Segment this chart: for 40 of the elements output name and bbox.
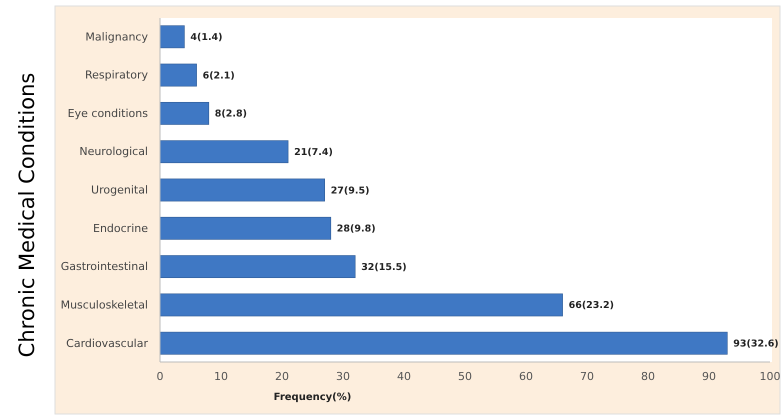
x-tick-label: 100 <box>760 370 780 383</box>
bar <box>160 332 728 355</box>
x-tick-label: 80 <box>641 370 655 383</box>
x-tick-label: 50 <box>458 370 472 383</box>
y-tick-label: Neurological <box>79 145 148 158</box>
data-label: 28(9.8) <box>336 224 376 235</box>
x-tick-label: 60 <box>519 370 533 383</box>
bar <box>160 140 288 164</box>
x-tick-label: 70 <box>580 370 594 383</box>
bar <box>160 294 563 316</box>
bar <box>160 25 185 48</box>
x-tick-label: 20 <box>275 370 289 383</box>
y-tick-label: Gastrointestinal <box>60 260 148 274</box>
x-axis-title: Frequency(%) <box>274 392 352 403</box>
y-axis-title: Chronic Medical Conditions <box>15 72 39 358</box>
y-tick-label: Cardiovascular <box>66 336 148 350</box>
bar <box>160 102 210 125</box>
bar <box>160 64 197 86</box>
x-tick-label: 30 <box>336 370 350 383</box>
data-label: 6(2.1) <box>202 70 235 82</box>
x-tick-label: 40 <box>397 370 411 383</box>
y-tick-label: Urogenital <box>91 184 148 197</box>
data-label: 27(9.5) <box>330 185 370 196</box>
y-tick-label: Malignancy <box>85 30 148 44</box>
bar <box>160 178 325 202</box>
y-tick-label: Respiratory <box>84 68 148 82</box>
bar <box>160 255 356 278</box>
y-tick-label: Endocrine <box>93 222 148 235</box>
y-tick-label: Musculoskeletal <box>60 298 148 312</box>
data-label: 21(7.4) <box>294 147 333 158</box>
data-label: 4(1.4) <box>190 32 223 44</box>
bar <box>160 216 332 240</box>
data-label: 93(32.6) <box>733 338 779 350</box>
x-tick-label: 90 <box>702 370 716 383</box>
data-label: 32(15.5) <box>361 262 407 273</box>
data-label: 8(2.8) <box>214 108 247 120</box>
x-tick-label: 10 <box>214 370 228 383</box>
x-tick-label: 0 <box>156 370 164 383</box>
y-tick-label: Eye conditions <box>68 106 148 120</box>
data-label: 66(23.2) <box>568 300 614 312</box>
